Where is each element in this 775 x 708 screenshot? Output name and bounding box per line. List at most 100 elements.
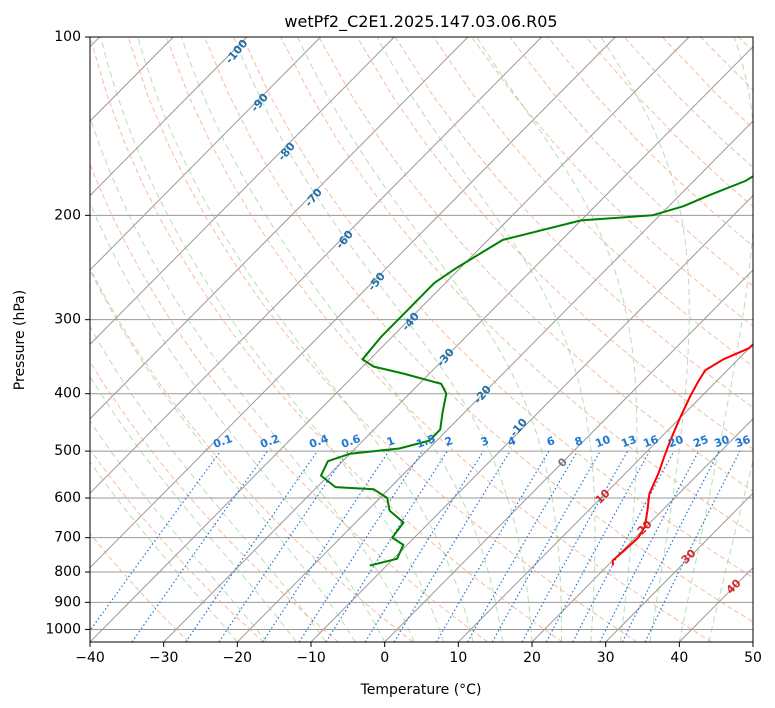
temperature-profile-line: [611, 342, 753, 566]
mixing-ratio-label: 30: [712, 433, 731, 451]
moist-adiabat-line: [90, 375, 297, 642]
dry-adiabat-line: [318, 37, 753, 492]
isotherm-gridline: [90, 37, 321, 271]
isotherm-gridline: [236, 120, 753, 642]
moist-adiabat-line: [180, 37, 503, 642]
dry-adiabat-line: [356, 37, 753, 450]
mixing-ratio-label: 0.1: [211, 432, 234, 451]
mixing-ratio-line: [491, 450, 601, 642]
dry-adiabat-line: [90, 162, 488, 642]
dry-adiabat-line: [471, 37, 753, 327]
y-axis-label: Pressure (hPa): [12, 290, 28, 390]
moist-adiabat-line: [678, 37, 753, 642]
y-tick-label: 600: [54, 490, 81, 506]
mixing-ratio-line: [521, 450, 629, 642]
mixing-ratio-label: 8: [573, 434, 585, 449]
moist-adiabat-line: [708, 458, 753, 642]
isotherm-gridline: [90, 37, 542, 494]
moist-adiabat-line: [600, 37, 690, 642]
isotherm-gridline: [90, 37, 690, 642]
chart-title: wetPf2_C2E1.2025.147.03.06.R05: [284, 12, 557, 32]
moist-adiabat-line: [90, 461, 238, 642]
dewpoint-profile-line: [320, 175, 753, 567]
y-axis: 100 200 300 400 500 600 700 800 900 1000: [45, 29, 90, 637]
isotherm-gridline: [605, 492, 753, 642]
moist-adiabat-line: [90, 420, 268, 642]
isotherm-gridline: [531, 418, 753, 642]
moist-adiabat-line: [137, 37, 474, 642]
dry-adiabat-line: [90, 267, 414, 642]
mixing-ratio-line: [545, 450, 651, 642]
moist-adiabat-line: [90, 269, 356, 642]
y-tick-label: 100: [54, 29, 81, 45]
mixing-ratio-label: 13: [619, 433, 638, 450]
mixing-ratio-line: [644, 450, 741, 642]
dry-adiabat-line: [90, 532, 190, 642]
y-tick-label: 500: [54, 443, 81, 459]
mixing-ratio-label: 20: [666, 433, 685, 451]
mixing-ratio-line: [364, 450, 485, 642]
isotherm-gridline: [90, 37, 469, 420]
mixing-ratio-label: 0.4: [307, 432, 330, 451]
plot-area: [90, 37, 753, 642]
mixing-ratio-label: 6: [545, 434, 557, 449]
isotherm-gridline: [90, 37, 616, 569]
y-tick-label: 400: [54, 386, 81, 402]
isotherm-gridline: [90, 37, 248, 197]
mixing-ratio-label: 1.5: [414, 432, 437, 451]
isotherm-gridline: [457, 343, 753, 642]
dry-adiabat-line: [203, 37, 753, 623]
isotherm-gridline: [752, 641, 753, 642]
moist-adiabat-line: [233, 37, 533, 642]
mixing-ratio-line: [131, 450, 268, 642]
isotherm-gridline: [90, 37, 395, 346]
x-tick-label: −20: [223, 650, 253, 666]
mixing-ratio-label: 2: [443, 434, 455, 449]
mixing-ratio-line: [185, 450, 318, 642]
moist-adiabat-line: [376, 37, 596, 642]
x-tick-label: −40: [75, 650, 105, 666]
moist-adiabat-line: [90, 201, 386, 642]
y-tick-label: 300: [54, 312, 81, 328]
y-tick-label: 200: [54, 207, 81, 223]
dry-adiabat-line: [432, 37, 753, 368]
dry-adiabat-line: [90, 448, 264, 642]
x-tick-label: 30: [597, 650, 615, 666]
x-tick-label: −30: [149, 650, 179, 666]
moist-adiabat-line: [476, 37, 638, 642]
dry-adiabat-line: [127, 37, 638, 642]
dry-adiabat-line: [280, 37, 753, 535]
mixing-ratio-label: 25: [691, 433, 710, 450]
x-tick-label: 10: [449, 650, 467, 666]
mixing-ratio-label: 10: [593, 433, 612, 451]
mixing-ratio-label: 36: [733, 433, 752, 451]
y-tick-label: 900: [54, 594, 81, 610]
mixing-ratio-line: [90, 450, 221, 632]
plot-frame: [89, 36, 754, 643]
isotherm-gridline: [163, 46, 753, 642]
mixing-ratio-line: [298, 450, 424, 642]
x-tick-label: 20: [523, 650, 541, 666]
x-axis: −40 −30 −20 −10 0 10 20 30 40 50: [75, 642, 762, 666]
mixing-ratio-line: [218, 450, 349, 642]
isotherm-gridline: [384, 269, 753, 642]
x-tick-label: 0: [380, 650, 389, 666]
mixing-ratio-label: 16: [641, 433, 660, 451]
y-tick-label: 700: [54, 530, 81, 546]
mixing-ratio-label: 0.6: [339, 432, 362, 451]
moist-adiabat-line: [90, 115, 415, 642]
y-tick-label: 800: [54, 564, 81, 580]
dry-adiabat-line: [165, 37, 712, 642]
mixing-ratio-line: [621, 450, 720, 642]
y-tick-label: 1000: [45, 621, 81, 637]
mixing-ratio-label: 4: [506, 434, 518, 449]
x-tick-label: 50: [744, 650, 762, 666]
x-axis-label: Temperature (°C): [360, 682, 482, 698]
mixing-ratio-label: 0.2: [258, 432, 281, 451]
mixing-ratio-line: [393, 450, 511, 642]
mixing-ratio-label: 1: [385, 434, 397, 449]
series-layer: [320, 175, 753, 567]
moist-adiabat-line: [297, 37, 562, 642]
moist-adiabat-line: [90, 325, 327, 642]
